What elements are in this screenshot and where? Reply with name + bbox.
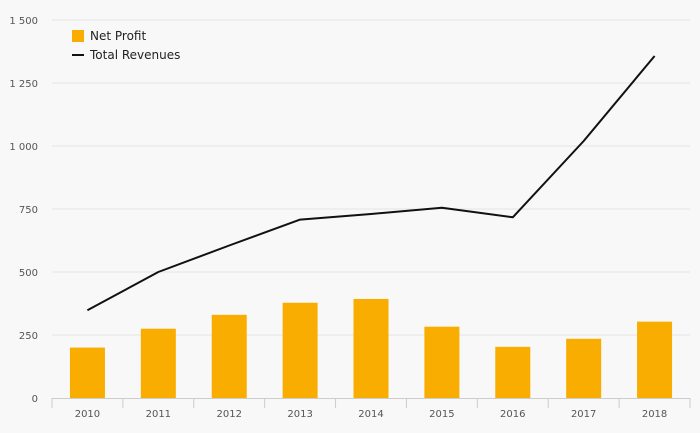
- x-axis: [51, 398, 691, 408]
- y-tick-label: 750: [19, 205, 38, 216]
- bar-net-profit-2010[interactable]: [69, 347, 105, 398]
- x-tick-label: 2013: [287, 409, 312, 420]
- bar-net-profit-2018[interactable]: [637, 321, 673, 398]
- y-tick-label: 250: [19, 331, 38, 342]
- bar-net-profit-2014[interactable]: [353, 298, 389, 398]
- legend-label-total-revenues: Total Revenues: [89, 48, 180, 62]
- x-tick-label: 2011: [146, 409, 171, 420]
- legend: Net Profit Total Revenues: [72, 29, 180, 62]
- x-axis-tick-labels: 2010 2011 2012 2013 2014 2015 2016 2017 2018: [75, 409, 668, 420]
- y-tick-label: 1 250: [9, 79, 38, 90]
- bar-net-profit-2015[interactable]: [424, 326, 460, 398]
- legend-item-net-profit[interactable]: Net Profit: [72, 29, 146, 43]
- x-tick-label: 2010: [75, 409, 100, 420]
- x-tick-label: 2017: [571, 409, 596, 420]
- y-tick-label: 0: [32, 394, 38, 405]
- bar-net-profit-2013[interactable]: [282, 302, 318, 398]
- x-tick-label: 2012: [216, 409, 241, 420]
- legend-item-total-revenues[interactable]: Total Revenues: [72, 48, 180, 62]
- net-profit-bars: [69, 298, 673, 398]
- legend-swatch-bar: [72, 30, 84, 42]
- bar-net-profit-2012[interactable]: [211, 314, 247, 398]
- bar-net-profit-2011[interactable]: [140, 328, 176, 398]
- x-tick-label: 2018: [642, 409, 667, 420]
- x-tick-label: 2015: [429, 409, 454, 420]
- y-axis-tick-labels: 0 250 500 750 1 000 1 250 1 500: [9, 16, 38, 405]
- legend-label-net-profit: Net Profit: [90, 29, 146, 43]
- y-tick-label: 1 000: [9, 142, 38, 153]
- x-tick-label: 2016: [500, 409, 525, 420]
- total-revenues-line: [86, 55, 656, 312]
- y-tick-label: 1 500: [9, 16, 38, 27]
- x-tick-label: 2014: [358, 409, 383, 420]
- gridlines: [52, 19, 690, 336]
- bar-net-profit-2017[interactable]: [566, 338, 602, 398]
- bar-net-profit-2016[interactable]: [495, 346, 531, 398]
- y-tick-label: 500: [19, 268, 38, 279]
